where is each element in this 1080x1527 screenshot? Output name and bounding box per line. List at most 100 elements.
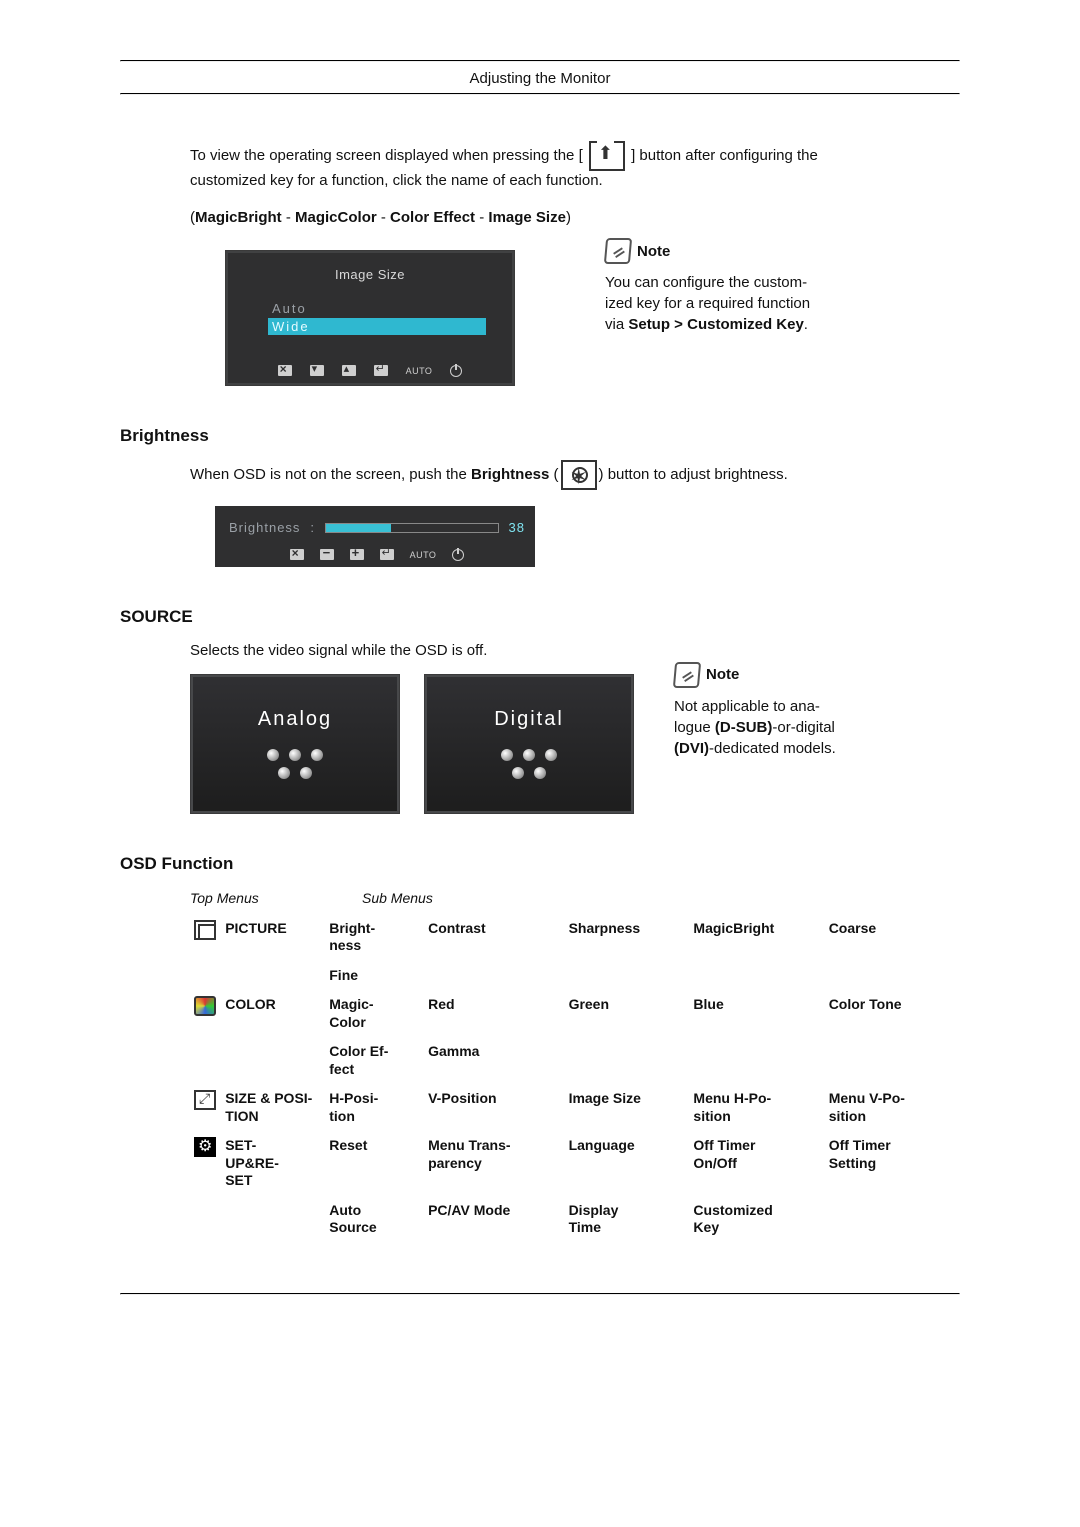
sub-menu-cell: Menu H-Po- sition	[689, 1084, 824, 1131]
source-panel-digital[interactable]: Digital	[424, 674, 634, 814]
sub-menu-cell: Fine	[325, 961, 424, 991]
sub-menu-cell: Menu V-Po- sition	[825, 1084, 960, 1131]
power-icon[interactable]	[450, 365, 462, 377]
note2-l2bold: (D-SUB)	[715, 719, 773, 736]
note2-l2b: -or-digital	[772, 719, 835, 736]
imagesize-osd: Image Size Auto Wide AUTO	[225, 250, 515, 386]
close-icon[interactable]	[290, 549, 304, 560]
minus-icon[interactable]	[320, 549, 334, 560]
sub-menu-cell	[424, 961, 564, 991]
up-icon[interactable]	[342, 365, 356, 376]
feat-3: Image Size	[488, 209, 566, 226]
sep-2: -	[475, 209, 488, 226]
sub-menu-cell	[825, 961, 960, 991]
color-icon	[194, 996, 216, 1016]
sub-menu-cell: Sharpness	[565, 914, 690, 961]
sub-menu-cell: Auto Source	[325, 1196, 424, 1243]
sub-menu-cell: Off Timer On/Off	[689, 1131, 824, 1196]
size-icon	[194, 1090, 216, 1110]
sub-menu-cell	[825, 1037, 960, 1084]
sep-1: -	[377, 209, 390, 226]
sub-menu-cell: Coarse	[825, 914, 960, 961]
top-menu-cell: PICTURE	[221, 914, 325, 961]
sep-0: -	[282, 209, 295, 226]
top-menu-cell	[221, 1037, 325, 1084]
sub-menu-cell	[565, 961, 690, 991]
osd1-options: Auto Wide	[268, 300, 500, 335]
source-analog-label: Analog	[258, 708, 332, 731]
close-icon[interactable]	[278, 365, 292, 376]
heading-brightness: Brightness	[120, 426, 960, 446]
intro-b: ] button after configuring the	[631, 147, 818, 164]
enter-icon[interactable]	[380, 549, 394, 560]
down-icon[interactable]	[310, 365, 324, 376]
sub-menu-cell: Magic- Color	[325, 990, 424, 1037]
br-close: ) button to adjust brightness.	[599, 466, 788, 483]
sub-menu-cell: Gamma	[424, 1037, 564, 1084]
sub-menu-cell: V-Position	[424, 1084, 564, 1131]
feat-2: Color Effect	[390, 209, 475, 226]
note1-line3a: via	[605, 316, 628, 333]
sub-menu-cell: Language	[565, 1131, 690, 1196]
osd1-buttonbar: AUTO	[240, 365, 500, 377]
sub-menu-cell: Off Timer Setting	[825, 1131, 960, 1196]
sub-menu-cell: PC/AV Mode	[424, 1196, 564, 1243]
note2-l3b: -dedicated models.	[709, 740, 836, 757]
brightness-bar[interactable]	[325, 523, 498, 533]
sub-menu-cell	[689, 1037, 824, 1084]
brightpanel-buttonbar: AUTO	[229, 549, 525, 561]
brightness-desc: When OSD is not on the screen, push the …	[190, 460, 960, 490]
br-a: When OSD is not on the screen, push the	[190, 466, 471, 483]
feat-1: MagicColor	[295, 209, 377, 226]
note2: Note Not applicable to ana- logue (D-SUB…	[674, 662, 874, 759]
top-menu-cell	[221, 1196, 325, 1243]
note1-title: Note	[637, 241, 670, 262]
power-icon[interactable]	[452, 549, 464, 561]
sub-menu-cell: MagicBright	[689, 914, 824, 961]
source-panel-analog[interactable]: Analog	[190, 674, 400, 814]
intro-a: To view the operating screen displayed w…	[190, 147, 583, 164]
note2-l2a: logue	[674, 719, 715, 736]
sub-menu-cell: H-Posi- tion	[325, 1084, 424, 1131]
note-icon	[604, 238, 632, 264]
brightness-value: 38	[509, 520, 525, 535]
note2-l1: Not applicable to ana-	[674, 696, 874, 717]
sub-menu-cell: Color Ef- fect	[325, 1037, 424, 1084]
osd1-title: Image Size	[240, 267, 500, 282]
heading-source: SOURCE	[120, 607, 960, 627]
osd1-opt-wide[interactable]: Wide	[268, 318, 486, 336]
br-open: (	[549, 466, 558, 483]
plus-icon[interactable]	[350, 549, 364, 560]
source-desc: Selects the video signal while the OSD i…	[190, 641, 960, 661]
feat-0: MagicBright	[195, 209, 282, 226]
sub-menu-cell: Image Size	[565, 1084, 690, 1131]
pic-icon	[194, 920, 216, 940]
top-menu-cell	[221, 961, 325, 991]
enter-icon[interactable]	[374, 365, 388, 376]
gear-icon	[194, 1137, 216, 1157]
note2-l3bold: (DVI)	[674, 740, 709, 757]
intro-c: customized key for a function, click the…	[190, 172, 603, 189]
sub-menu-cell: Menu Trans- parency	[424, 1131, 564, 1196]
note1-line3c: .	[804, 316, 808, 333]
br-bold: Brightness	[471, 466, 549, 483]
osd1-opt-auto[interactable]: Auto	[268, 300, 500, 318]
auto-label[interactable]: AUTO	[406, 366, 433, 376]
upload-icon	[589, 141, 625, 171]
note1-line2: ized key for a required function	[605, 293, 905, 314]
auto-label[interactable]: AUTO	[410, 550, 437, 560]
note1: Note You can configure the custom- ized …	[605, 238, 905, 335]
note1-line1: You can configure the custom-	[605, 272, 905, 293]
brightness-osd: Brightness : 38 AUTO	[215, 506, 535, 567]
sub-menu-cell: Customized Key	[689, 1196, 824, 1243]
brightpanel-label: Brightness	[229, 520, 300, 535]
col-top: Top Menus	[190, 890, 312, 906]
top-menu-cell: SIZE & POSI- TION	[221, 1084, 325, 1131]
features-close: )	[566, 209, 571, 226]
sub-menu-cell: Red	[424, 990, 564, 1037]
osd-func-table: Top Menus Sub Menus PICTUREBright- nessC…	[190, 890, 960, 1243]
sub-menu-cell: Bright- ness	[325, 914, 424, 961]
source-digital-label: Digital	[494, 708, 564, 731]
brightness-fill	[326, 524, 391, 532]
sub-menu-cell	[565, 1037, 690, 1084]
